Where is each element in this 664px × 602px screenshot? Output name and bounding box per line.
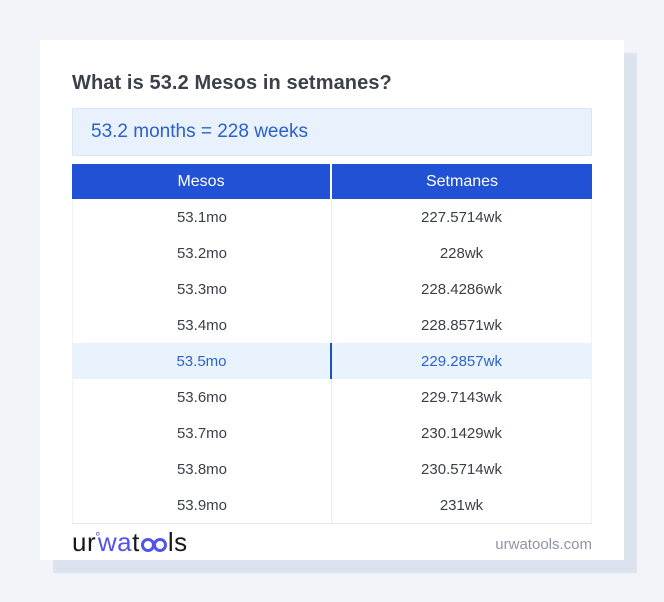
mesos-cell: 53.6mo xyxy=(73,379,332,415)
table-row[interactable]: 53.4mo 228.8571wk xyxy=(73,307,591,343)
mesos-cell: 53.2mo xyxy=(73,235,332,271)
logo-text-ls: ls xyxy=(167,526,188,557)
table-row[interactable]: 53.2mo 228wk xyxy=(73,235,591,271)
column-header-mesos: Mesos xyxy=(72,164,332,199)
setmanes-cell: 229.2857wk xyxy=(421,352,502,370)
glasses-lens-right xyxy=(152,537,167,552)
mesos-cell: 53.5mo xyxy=(73,343,332,379)
logo-text-wa: wa xyxy=(97,526,133,557)
logo-text-t: t xyxy=(132,526,140,557)
logo-text-ur: ur xyxy=(72,526,97,557)
mesos-cell: 53.3mo xyxy=(73,271,332,307)
mesos-cell: 53.1mo xyxy=(73,199,332,235)
table-header-row: Mesos Setmanes xyxy=(72,164,592,199)
setmanes-cell: 228.4286wk xyxy=(421,280,502,298)
glasses-icon xyxy=(140,537,167,552)
mesos-cell: 53.4mo xyxy=(73,307,332,343)
setmanes-cell: 231wk xyxy=(439,496,484,514)
page-title: What is 53.2 Mesos in setmanes? xyxy=(72,72,392,94)
setmanes-cell: 228wk xyxy=(439,244,484,262)
table-row[interactable]: 53.1mo 227.5714wk xyxy=(73,199,591,235)
mesos-cell: 53.9mo xyxy=(73,487,332,523)
conversion-table: Mesos Setmanes 53.1mo 227.5714wk 53.2mo 228… xyxy=(72,164,592,524)
setmanes-cell: 230.1429wk xyxy=(421,424,502,442)
table-row[interactable]: 53.5mo 229.2857wk xyxy=(73,343,591,379)
site-url-text: urwatools.com xyxy=(495,535,592,553)
answer-box: 53.2 months = 228 weeks xyxy=(72,108,592,156)
setmanes-cell: 227.5714wk xyxy=(421,208,502,226)
column-header-setmanes: Setmanes xyxy=(425,172,499,190)
setmanes-cell: 230.5714wk xyxy=(421,460,502,478)
conversion-card: What is 53.2 Mesos in setmanes? 53.2 mon… xyxy=(40,40,624,560)
table-row[interactable]: 53.8mo 230.5714wk xyxy=(73,451,591,487)
table-row[interactable]: 53.6mo 229.7143wk xyxy=(73,379,591,415)
mesos-cell: 53.8mo xyxy=(73,451,332,487)
setmanes-cell: 229.7143wk xyxy=(421,388,502,406)
mesos-cell: 53.7mo xyxy=(73,415,332,451)
setmanes-cell: 228.8571wk xyxy=(421,316,502,334)
table-row[interactable]: 53.9mo 231wk xyxy=(73,487,591,523)
table-row[interactable]: 53.3mo 228.4286wk xyxy=(73,271,591,307)
answer-text: 53.2 months = 228 weeks xyxy=(91,121,309,142)
card-footer: ur ° wa t ls urwatools.com xyxy=(72,524,592,561)
table-body: 53.1mo 227.5714wk 53.2mo 228wk 53.3mo 228.428… xyxy=(72,199,592,523)
urwatools-logo[interactable]: ur ° wa t ls xyxy=(72,529,188,560)
degree-ring-icon: ° xyxy=(95,528,101,544)
table-row[interactable]: 53.7mo 230.1429wk xyxy=(73,415,591,451)
